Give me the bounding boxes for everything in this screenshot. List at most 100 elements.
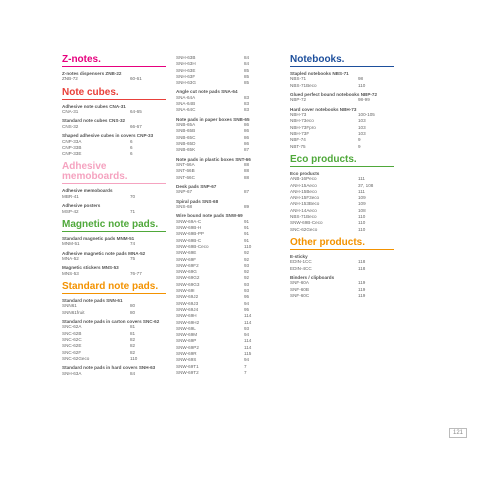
index-row: SNC-62F 82 [62,350,166,356]
product-code: MNM-51 [62,241,80,247]
product-code: SNW-69T2 [176,369,199,375]
page-ref: 93 [244,281,250,287]
page-ref: 94 [244,332,250,338]
index-row: SNW-69F 92 [176,257,280,263]
product-code: SNB-65B [176,128,196,134]
product-code: SNW-69G2 [176,275,200,281]
group-title: Z-notes dispensers ZNB-22 [62,71,122,76]
page-ref: 81 [130,324,136,330]
index-row: SNW-69I 93 [176,288,280,294]
index-row: SNW-69M 94 [176,332,280,338]
index-row: CNS-32 66-67 [62,124,166,130]
index-row: SNH-63E 85 [176,68,280,74]
page-ref: 93 [244,262,250,268]
page-ref: 76-77 [130,270,142,276]
index-row: SNC-62A 81 [62,324,166,330]
page-ref: 119 [358,292,366,298]
page-ref: 87 [244,189,250,195]
index-row: EDIN-4CC 118 [290,266,394,272]
page-ref: 84 [244,55,250,60]
product-code: NBH-73eco [290,118,314,124]
index-row: SNC-62Geco 110 [290,227,394,233]
group-title: Adhesive memoboards [62,188,113,194]
page-ref: 111 [358,176,365,182]
page-ref: 60-61 [130,76,142,82]
page-ref: 86 [244,128,250,134]
product-code: SNW-69E [176,250,197,256]
index-row: ANH-15Aeco 37, 108 [290,183,394,189]
page-ref: 89 [244,204,250,210]
index-row: NBP-72 98-99 [290,97,394,103]
product-code: NBS-71Beco [290,214,317,220]
product-code: NBH-73Fpro [290,124,316,130]
product-code: SNW-69R [176,351,197,357]
product-code: ZNB-72 [62,76,78,82]
index-row: SNW-69H 114 [176,313,280,319]
page-ref: 110 [130,355,138,361]
product-code: SNW-69B-Ceco [176,243,209,249]
product-code: SNW-69F2 [176,262,199,268]
index-column: SNH-63B 84 SNH-63H 84 SNH-63E 85 SNH-63F 85 SNH-… [176,55,280,376]
page-ref: 110 [244,243,252,249]
product-code: ANH-15F3eco [290,195,320,201]
page-ref: 103 [358,131,366,136]
index-row: SNB-65A 86 [176,122,280,128]
page-ref: 83 [244,101,250,107]
product-code: CNP-33A [62,138,82,144]
page-ref: 87 [244,147,250,153]
product-code: SNC-62Geco [62,355,90,361]
page-ref: 110 [358,214,366,220]
group-title: Standard note cubes CNS-32 [62,118,126,124]
index-row: SNW-69B-PP 91 [176,231,280,237]
product-code: SNW-69H2 [176,319,200,325]
index-row: ANH-153Beco 109 [290,201,394,207]
product-code: SNC-62E [62,343,82,349]
page-ref: 75 [130,255,136,261]
product-code: NBP-72 [290,97,307,103]
group-title: Spiral pads SNS-68 [176,198,219,204]
page-ref: 98-99 [358,97,370,103]
product-code: ANB-16Peco [290,176,317,182]
page-ref: 83 [244,107,250,113]
page-ref: 81 [130,330,136,336]
product-code: MBR-41 [62,193,79,199]
product-code: MNA-52 [62,255,79,261]
index-row: MSP-42 71 [62,209,166,215]
index-row: SNW-69J2 95 [176,294,280,300]
index-row: SNP-67 87 [176,189,280,195]
index-row: SNW-69B-Ceco 110 [290,220,394,226]
index-row: SNW-69J4 95 [176,307,280,313]
index-row: SNW-69E 92 [176,250,280,256]
page-ref: 114 [244,313,252,319]
section-heading: Eco products. [290,153,394,167]
page-ref: 92 [244,250,250,256]
group-title: Desk pads SNP-67 [176,183,217,189]
group-title: Adhesive note cubes CNA-31 [62,103,126,109]
index-row: SNH-63F 85 [176,74,280,80]
index-row: SNW-69L 93 [176,326,280,332]
product-code: SNW-69S [176,357,197,363]
group-title: Adhesive magnetic note pads MNA-52 [62,250,146,256]
page-ref: 85 [244,73,250,79]
page-ref: 7 [244,363,247,369]
index-row: MNM-51 74 [62,241,166,247]
product-code: SNC-62B [62,330,82,336]
index-row: ANH-15Beco 111 [290,189,394,195]
index-row: MNS-53 76-77 [62,271,166,277]
page-ref: 37, 108 [358,182,374,188]
product-code: SNT-66B [176,168,195,174]
group-title: Standard note pads SNN-61 [62,297,123,303]
product-code: CNP-33E [62,151,82,157]
index-row: NBH-73F 103 [290,131,394,137]
page-ref: 92 [244,269,250,275]
page-ref: 108 [358,207,366,213]
page-ref: 93 [244,288,250,294]
page-ref: 110 [358,226,366,232]
page-ref: 92 [244,256,250,262]
product-code: SNH-63H [176,61,196,67]
index-row: SNW-69T1 7 [176,364,280,370]
index-row: SNW-69G2 92 [176,275,280,281]
index-row: SNH-63G 85 [176,80,280,86]
index-row: SNA-64C 83 [176,107,280,113]
product-code: MSP-42 [62,208,79,214]
